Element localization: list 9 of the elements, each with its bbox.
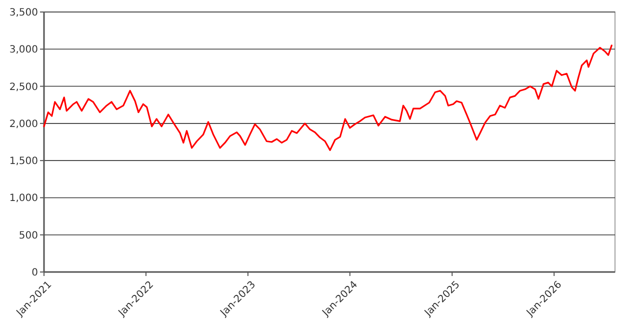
y-tick-label: 0: [32, 268, 38, 278]
y-tick-label: 3,000: [9, 44, 38, 56]
line-series: [43, 44, 612, 151]
y-tick-label: 2,500: [9, 82, 38, 93]
y-tick-label: 500: [18, 230, 38, 242]
y-tick-label: 2,000: [9, 118, 38, 130]
y-tick-label: 3,500: [9, 8, 38, 18]
y-tick-label: 1,000: [9, 193, 38, 204]
y-tick-label: 1,500: [9, 156, 38, 168]
